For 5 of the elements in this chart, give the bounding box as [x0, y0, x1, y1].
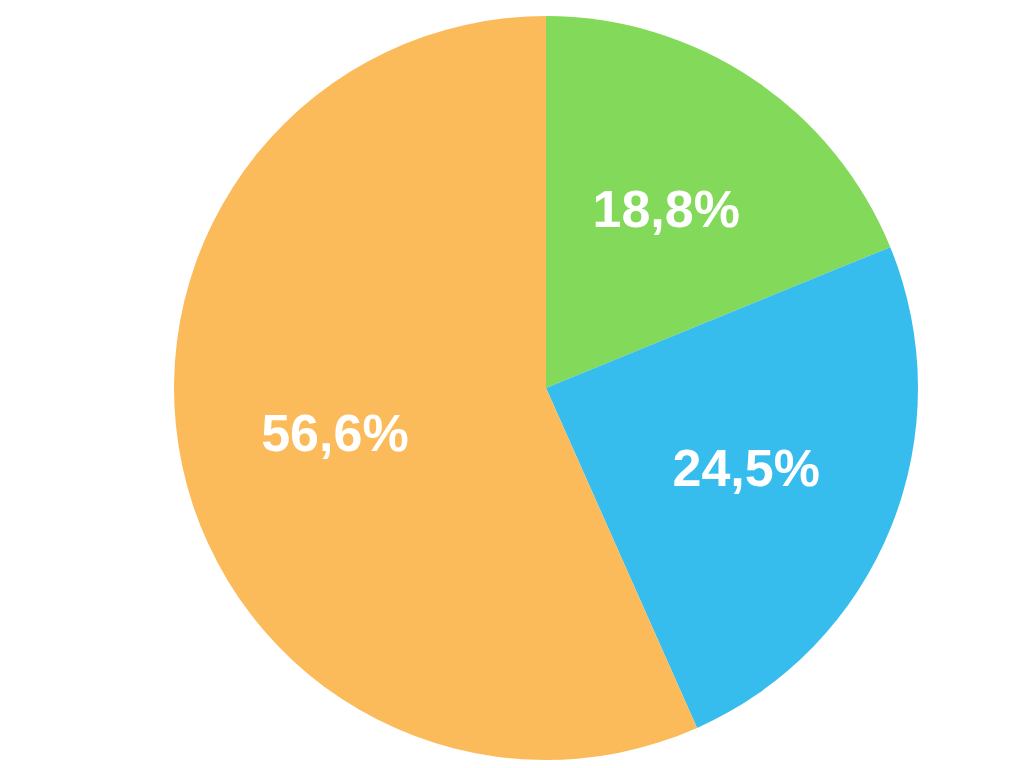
data-label: 56,6% [261, 403, 409, 462]
data-label: 24,5% [672, 439, 820, 498]
pie-slice [546, 16, 891, 388]
data-label: 18,8% [592, 179, 740, 238]
pie-slice [546, 247, 918, 728]
